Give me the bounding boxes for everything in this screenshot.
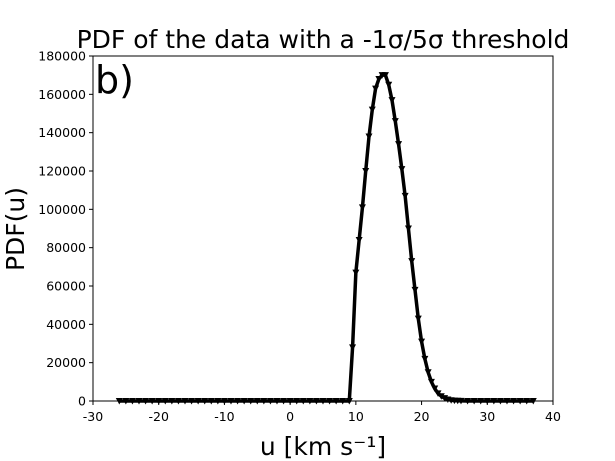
y-tick-label: 180000 bbox=[38, 49, 86, 64]
marker bbox=[411, 286, 419, 294]
x-tick-label: 40 bbox=[545, 409, 561, 424]
marker bbox=[358, 204, 366, 211]
marker bbox=[372, 85, 380, 93]
marker bbox=[398, 166, 406, 173]
plot-frame bbox=[92, 55, 554, 402]
y-tick-label: 0 bbox=[78, 394, 86, 409]
marker bbox=[349, 344, 357, 351]
y-tick-label: 40000 bbox=[46, 317, 86, 332]
marker bbox=[401, 192, 409, 200]
marker bbox=[427, 378, 435, 386]
y-tick-label: 140000 bbox=[38, 125, 86, 140]
y-tick-label: 60000 bbox=[46, 279, 86, 294]
marker bbox=[408, 258, 416, 265]
marker bbox=[381, 72, 389, 79]
marker bbox=[437, 393, 445, 400]
marker bbox=[418, 338, 426, 346]
x-tick-label: 10 bbox=[348, 409, 364, 424]
marker bbox=[375, 76, 383, 83]
marker bbox=[365, 133, 373, 140]
x-tick-label: 20 bbox=[414, 409, 430, 424]
marker bbox=[385, 81, 393, 89]
x-tick-label: 30 bbox=[479, 409, 495, 424]
data-line bbox=[119, 73, 534, 403]
marker bbox=[388, 97, 396, 104]
annotation: b) bbox=[95, 58, 134, 102]
marker bbox=[421, 355, 429, 363]
x-tick-label: -30 bbox=[83, 409, 103, 424]
x-axis-label: u [km s⁻¹] bbox=[260, 432, 386, 461]
marker bbox=[414, 315, 422, 323]
marker bbox=[431, 385, 439, 393]
y-tick-label: 20000 bbox=[46, 355, 86, 370]
marker bbox=[391, 118, 399, 125]
marker bbox=[404, 225, 412, 232]
y-axis-label: PDF(u) bbox=[1, 187, 30, 271]
marker bbox=[395, 141, 403, 148]
marker bbox=[424, 369, 432, 376]
chart-title: PDF of the data with a -1σ/5σ threshold bbox=[77, 25, 570, 54]
marker bbox=[362, 168, 370, 175]
y-tick-label: 120000 bbox=[38, 164, 86, 179]
y-tick-label: 160000 bbox=[38, 87, 86, 102]
marker bbox=[355, 237, 363, 244]
x-tick-label: -10 bbox=[214, 409, 234, 424]
y-tick-label: 100000 bbox=[38, 202, 86, 217]
x-tick-label: -20 bbox=[149, 409, 169, 424]
marker bbox=[352, 269, 360, 277]
marker bbox=[368, 106, 376, 114]
y-tick-label: 80000 bbox=[46, 240, 86, 255]
x-tick-label: 0 bbox=[286, 409, 294, 424]
